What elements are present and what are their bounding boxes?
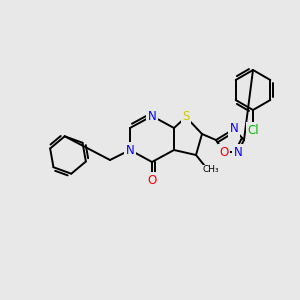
Text: N: N [230,122,238,136]
Text: S: S [182,110,190,124]
Text: Cl: Cl [247,124,259,136]
Text: N: N [234,146,242,158]
Text: O: O [219,146,229,158]
Text: O: O [147,173,157,187]
Text: N: N [148,110,156,122]
Text: N: N [126,143,134,157]
Text: CH₃: CH₃ [203,166,219,175]
